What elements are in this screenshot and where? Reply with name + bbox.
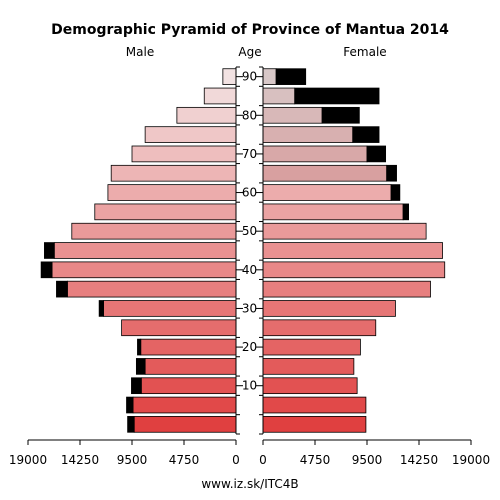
female-x-tick-label: 4750 (300, 453, 331, 467)
male-header: Male (126, 45, 154, 59)
female-bar-35-39 (262, 280, 431, 298)
male-bar-20-24 (140, 338, 237, 356)
male-bar-45-49 (53, 242, 237, 259)
female-bar-75-79 (262, 126, 354, 143)
female-bar-65-69 (262, 164, 388, 182)
male-excess-30-34 (98, 300, 104, 317)
male-excess-35-39 (56, 280, 68, 298)
female-bar-0-4 (262, 416, 367, 433)
female-bar-25-29 (262, 319, 377, 337)
female-bar-90+ (262, 68, 277, 85)
age-tick-label: 40 (242, 263, 257, 277)
male-bar-85-89 (203, 87, 237, 105)
male-bar-70-74 (131, 145, 237, 163)
male-excess-40-44 (40, 261, 53, 279)
female-bar-30-34 (262, 300, 396, 317)
female-excess-65-69 (386, 164, 397, 182)
age-tick-label: 70 (242, 147, 257, 161)
male-bar-25-29 (121, 319, 237, 337)
axes-group: 90 80 70 60 50 40 30 20 10 19000 14250 9500 4750 0 0 47… (9, 66, 490, 467)
male-x-tick-label: 4750 (169, 453, 200, 467)
female-excess-70-74 (366, 145, 387, 163)
female-bar-60-64 (262, 184, 392, 201)
age-tick-label: 80 (242, 108, 257, 122)
female-bar-10-14 (262, 377, 358, 395)
male-bar-35-39 (67, 280, 237, 298)
male-bar-80-84 (176, 106, 237, 124)
male-bar-0-4 (133, 416, 237, 433)
male-excess-5-9 (126, 396, 134, 414)
female-excess-90+ (275, 68, 307, 85)
female-excess-75-79 (352, 126, 380, 143)
female-bar-40-44 (262, 261, 446, 279)
male-bar-15-19 (144, 358, 237, 375)
female-bar-20-24 (262, 338, 361, 356)
age-tick-label: 50 (242, 224, 257, 238)
female-bar-5-9 (262, 396, 367, 414)
female-excess-60-64 (390, 184, 401, 201)
bars-group (40, 68, 446, 433)
age-tick-label: 30 (242, 301, 257, 315)
female-bar-80-84 (262, 106, 323, 124)
female-x-tick-label: 9500 (352, 453, 383, 467)
male-x-tick-label: 0 (232, 453, 240, 467)
male-bar-65-69 (110, 164, 237, 182)
male-bar-75-79 (144, 126, 237, 143)
female-excess-85-89 (294, 87, 380, 105)
age-tick-label: 20 (242, 340, 257, 354)
male-bar-30-34 (103, 300, 237, 317)
female-bar-50-54 (262, 222, 427, 240)
male-bar-40-44 (51, 261, 237, 279)
footer-url: www.iz.sk/ITC4B (201, 477, 298, 491)
male-bar-5-9 (132, 396, 237, 414)
female-x-tick-label: 19000 (452, 453, 490, 467)
male-x-tick-label: 19000 (9, 453, 47, 467)
age-header: Age (238, 45, 261, 59)
male-x-tick-label: 9500 (117, 453, 148, 467)
male-excess-0-4 (127, 416, 135, 433)
male-bar-90+ (222, 68, 237, 85)
female-bar-55-59 (262, 203, 404, 221)
female-bar-70-74 (262, 145, 368, 163)
male-excess-10-14 (131, 377, 142, 395)
male-x-tick-label: 14250 (61, 453, 99, 467)
female-x-tick-label: 0 (259, 453, 267, 467)
male-bar-55-59 (94, 203, 237, 221)
male-excess-15-19 (135, 358, 146, 375)
age-tick-label: 60 (242, 186, 257, 200)
female-bar-15-19 (262, 358, 355, 375)
female-bar-85-89 (262, 87, 296, 105)
female-bar-45-49 (262, 242, 443, 259)
male-bar-10-14 (140, 377, 237, 395)
female-header: Female (343, 45, 386, 59)
female-excess-80-84 (321, 106, 360, 124)
female-excess-55-59 (402, 203, 409, 221)
male-excess-20-24 (137, 338, 142, 356)
male-excess-45-49 (44, 242, 55, 259)
male-bar-50-54 (71, 222, 237, 240)
male-bar-60-64 (107, 184, 237, 201)
age-tick-label: 10 (242, 379, 257, 393)
female-x-tick-label: 14250 (400, 453, 438, 467)
chart-title: Demographic Pyramid of Province of Mantu… (51, 22, 449, 38)
age-tick-label: 90 (242, 70, 257, 84)
